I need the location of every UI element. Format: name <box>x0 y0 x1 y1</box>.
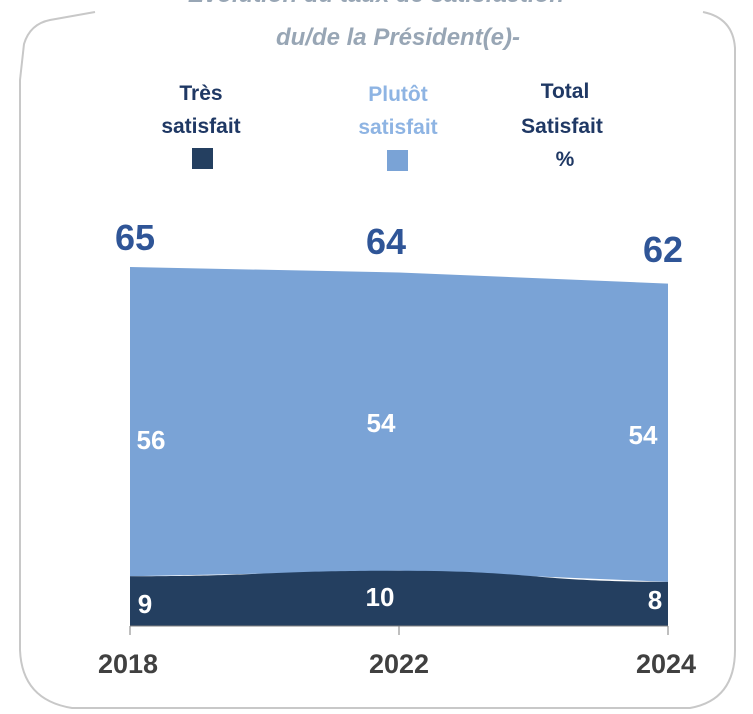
chart-title-line-2: du/de la Président(e)- <box>276 24 520 51</box>
plot-area: 2018 2022 2024 65 64 62 56 54 54 9 10 8 <box>98 217 696 679</box>
plutot-label-2022: 54 <box>367 408 396 438</box>
legend-label-tres-line-1: Très <box>179 82 222 105</box>
legend: Très satisfait Plutôt satisfait Total Sa… <box>161 80 603 171</box>
x-tick-label-2024: 2024 <box>636 649 696 679</box>
plutot-label-2018: 56 <box>137 425 166 455</box>
tres-label-2024: 8 <box>648 585 662 615</box>
total-label-2018: 65 <box>115 217 155 258</box>
legend-label-total-line-3: % <box>556 148 575 171</box>
legend-label-plutot-line-2: satisfait <box>358 116 437 139</box>
tres-label-2022: 10 <box>366 582 395 612</box>
area-plutot-satisfait <box>130 267 668 582</box>
area-tres-satisfait <box>130 570 668 626</box>
legend-swatch-plutot <box>387 150 408 171</box>
total-label-2024: 62 <box>643 229 683 270</box>
legend-label-plutot-line-1: Plutôt <box>368 83 427 106</box>
plutot-label-2024: 54 <box>629 420 658 450</box>
legend-label-tres-line-2: satisfait <box>161 115 240 138</box>
frame-border <box>19 11 736 709</box>
tres-label-2018: 9 <box>138 589 152 619</box>
legend-label-total-line-1: Total <box>541 80 590 103</box>
x-tick-label-2022: 2022 <box>369 649 429 679</box>
total-label-2022: 64 <box>366 221 406 262</box>
legend-swatch-tres <box>192 148 213 169</box>
x-tick-label-2018: 2018 <box>98 649 158 679</box>
legend-label-total-line-2: Satisfait <box>521 115 603 138</box>
chart-title-line-1: Evolution du taux de satisfaction <box>188 0 564 8</box>
